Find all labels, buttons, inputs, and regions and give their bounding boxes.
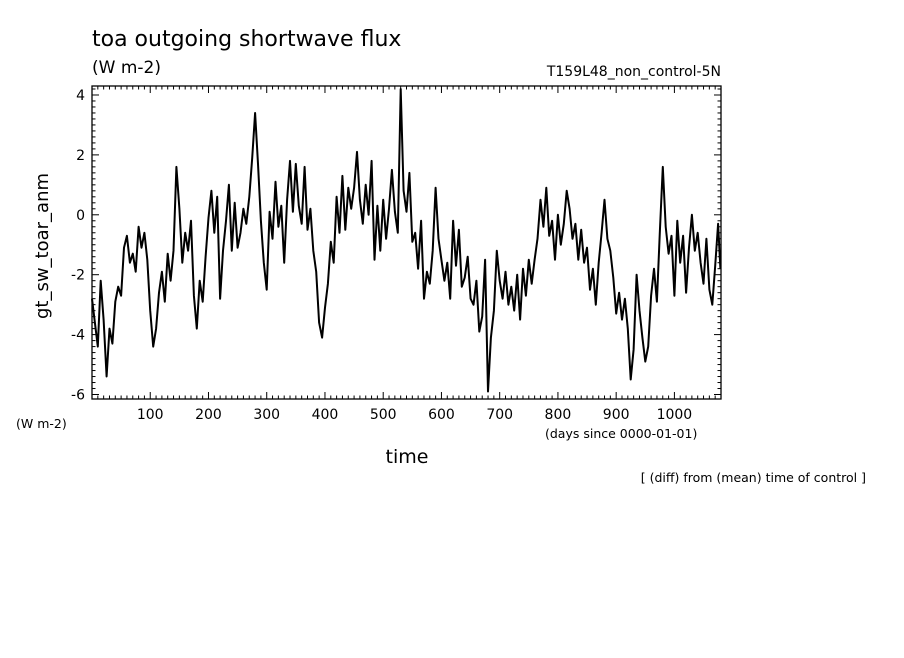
y-tick-label: -4 bbox=[71, 328, 85, 344]
x-tick-label: 300 bbox=[253, 407, 280, 423]
y-axis-label: gt_sw_toar_anm bbox=[32, 173, 53, 319]
x-tick-label: 700 bbox=[486, 407, 513, 423]
y-tick-label: -2 bbox=[71, 268, 85, 284]
y-tick-label: 4 bbox=[76, 88, 85, 104]
x-tick-label: 800 bbox=[545, 407, 572, 423]
x-tick-label: 600 bbox=[428, 407, 455, 423]
title-units: (W m-2) bbox=[92, 58, 161, 78]
comparison-note: [ (diff) from (mean) time of control ] bbox=[641, 470, 866, 485]
experiment-label: T159L48_non_control-5N bbox=[546, 64, 721, 80]
y-axis-units: (W m-2) bbox=[16, 416, 67, 431]
x-tick-label: 1000 bbox=[657, 407, 693, 423]
x-tick-label: 200 bbox=[195, 407, 222, 423]
x-tick-label: 900 bbox=[603, 407, 630, 423]
x-tick-label: 100 bbox=[137, 407, 164, 423]
x-axis-label: time bbox=[386, 446, 429, 468]
series-line bbox=[91, 88, 722, 393]
y-tick-label: 0 bbox=[76, 208, 85, 224]
y-tick-label: -6 bbox=[71, 388, 85, 404]
x-tick-label: 400 bbox=[312, 407, 339, 423]
x-axis-units: (days since 0000-01-01) bbox=[545, 426, 697, 441]
chart-title: toa outgoing shortwave flux bbox=[92, 27, 401, 52]
y-axis: -6 -4 -2 0 2 4 bbox=[71, 88, 721, 404]
y-tick-label: 2 bbox=[76, 148, 85, 164]
x-axis: 100 200 300 400 500 600 700 800 900 1000 bbox=[97, 86, 716, 423]
x-tick-label: 500 bbox=[370, 407, 397, 423]
